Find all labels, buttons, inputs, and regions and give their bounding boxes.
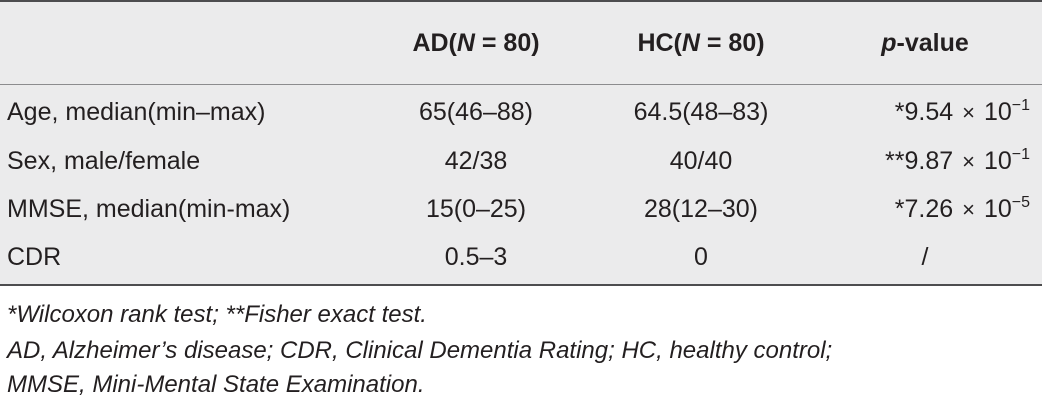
row-cdr-label: CDR: [7, 243, 62, 271]
row-sex-ad: 42/38: [444, 147, 508, 175]
row-sex-hc: 40/40: [669, 147, 733, 175]
header-divider: [0, 84, 1042, 85]
header-hc: HC(N = 80): [637, 29, 765, 57]
row-mmse-ad: 15(0–25): [425, 195, 527, 223]
row-sex-label: Sex, male/female: [7, 147, 201, 175]
row-age-ad: 65(46–88): [419, 98, 533, 126]
row-mmse-hc: 28(12–30): [644, 195, 758, 223]
row-cdr-hc: 0: [694, 243, 708, 271]
row-sex-p: **9.87 × 10−1: [885, 146, 1030, 176]
row-cdr-p: /: [921, 243, 929, 271]
footnote-tests: *Wilcoxon rank test; **Fisher exact test…: [7, 301, 427, 328]
row-mmse-label: MMSE, median(min-max): [7, 195, 291, 223]
top-rule: [0, 0, 1042, 2]
footnote-abbreviations-cont: MMSE, Mini-Mental State Examination.: [7, 371, 425, 398]
row-age-p: *9.54 × 10−1: [894, 97, 1030, 127]
row-age-label: Age, median(min–max): [7, 98, 266, 126]
row-age-hc: 64.5(48–83): [633, 98, 769, 126]
row-cdr-ad: 0.5–3: [444, 243, 508, 271]
bottom-rule: [0, 284, 1042, 286]
header-p-value: p-value: [881, 29, 969, 57]
table-background: [0, 2, 1042, 284]
footnote-abbreviations: AD, Alzheimer’s disease; CDR, Clinical D…: [7, 337, 833, 364]
header-ad: AD(N = 80): [412, 29, 540, 57]
row-mmse-p: *7.26 × 10−5: [894, 194, 1030, 224]
